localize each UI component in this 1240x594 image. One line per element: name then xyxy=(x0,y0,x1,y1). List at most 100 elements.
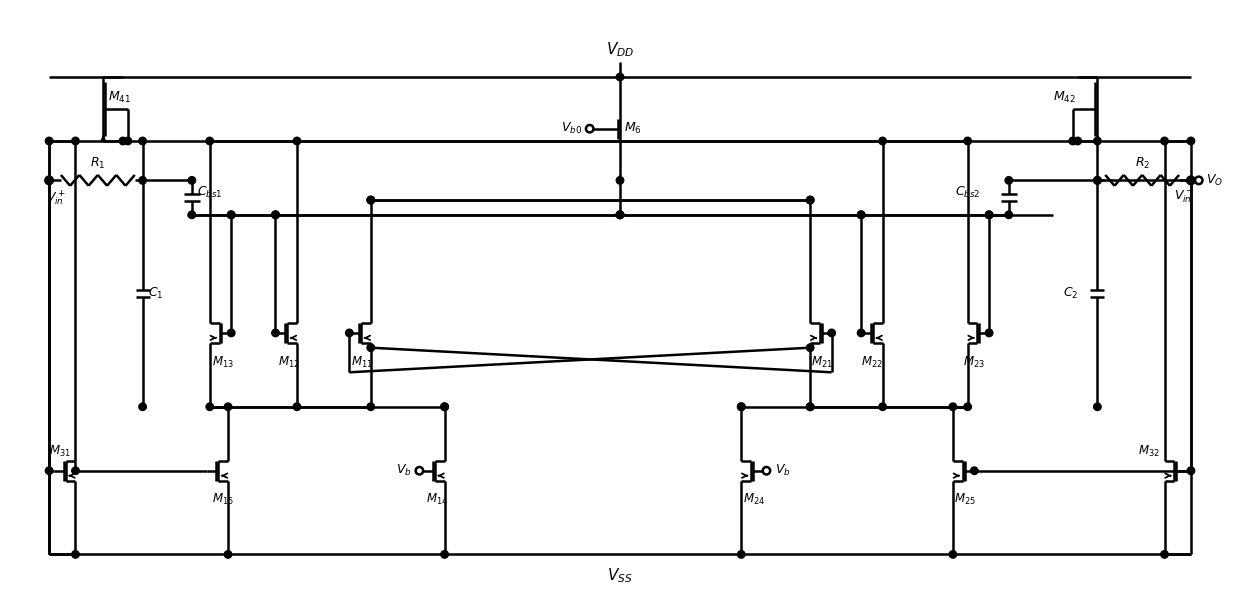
Text: $M_{14}$: $M_{14}$ xyxy=(427,492,448,507)
Text: $C_{bs1}$: $C_{bs1}$ xyxy=(197,185,222,200)
Text: $M_6$: $M_6$ xyxy=(624,121,642,136)
Text: $M_{42}$: $M_{42}$ xyxy=(1053,90,1076,105)
Text: $V_b$: $V_b$ xyxy=(775,463,790,478)
Text: $M_{41}$: $M_{41}$ xyxy=(108,90,131,105)
Circle shape xyxy=(139,137,146,145)
Circle shape xyxy=(188,211,196,219)
Circle shape xyxy=(72,467,79,475)
Text: $C_1$: $C_1$ xyxy=(148,286,162,301)
Circle shape xyxy=(441,551,449,558)
Circle shape xyxy=(206,403,213,410)
Text: $M_{25}$: $M_{25}$ xyxy=(954,492,976,507)
Circle shape xyxy=(46,176,53,184)
Circle shape xyxy=(986,211,993,219)
Circle shape xyxy=(272,211,279,219)
Circle shape xyxy=(949,551,956,558)
Circle shape xyxy=(139,176,146,184)
Circle shape xyxy=(46,467,53,475)
Text: $M_{15}$: $M_{15}$ xyxy=(212,492,233,507)
Circle shape xyxy=(1187,467,1194,475)
Circle shape xyxy=(949,403,956,410)
Circle shape xyxy=(857,329,864,337)
Circle shape xyxy=(806,403,813,410)
Circle shape xyxy=(963,403,971,410)
Circle shape xyxy=(206,137,213,145)
Circle shape xyxy=(272,211,279,219)
Circle shape xyxy=(367,344,374,352)
Text: $V_{in}^-$: $V_{in}^-$ xyxy=(1174,188,1194,205)
Circle shape xyxy=(806,196,813,204)
Circle shape xyxy=(227,329,234,337)
Circle shape xyxy=(1006,176,1013,184)
Circle shape xyxy=(227,211,234,219)
Circle shape xyxy=(293,137,300,145)
Circle shape xyxy=(293,403,300,410)
Text: $M_{13}$: $M_{13}$ xyxy=(212,355,233,369)
Circle shape xyxy=(72,551,79,558)
Text: $C_2$: $C_2$ xyxy=(1063,286,1079,301)
Circle shape xyxy=(828,329,836,337)
Circle shape xyxy=(857,211,864,219)
Text: $V_O$: $V_O$ xyxy=(1205,173,1223,188)
Circle shape xyxy=(879,403,887,410)
Circle shape xyxy=(367,403,374,410)
Text: $V_{in}^+$: $V_{in}^+$ xyxy=(46,188,66,207)
Text: $M_{22}$: $M_{22}$ xyxy=(861,355,883,369)
Text: $R_1$: $R_1$ xyxy=(91,156,105,170)
Text: $V_{DD}$: $V_{DD}$ xyxy=(606,40,634,59)
Circle shape xyxy=(1094,137,1101,145)
Circle shape xyxy=(806,196,813,204)
Circle shape xyxy=(616,176,624,184)
Circle shape xyxy=(441,403,449,410)
Circle shape xyxy=(738,403,745,410)
Circle shape xyxy=(1161,137,1168,145)
Circle shape xyxy=(227,211,234,219)
Circle shape xyxy=(224,551,232,558)
Circle shape xyxy=(124,137,131,145)
Circle shape xyxy=(46,137,53,145)
Circle shape xyxy=(963,137,971,145)
Text: $V_{SS}$: $V_{SS}$ xyxy=(608,566,632,585)
Text: $M_{23}$: $M_{23}$ xyxy=(962,355,985,369)
Circle shape xyxy=(1187,176,1194,184)
Circle shape xyxy=(1069,137,1076,145)
Text: $M_{12}$: $M_{12}$ xyxy=(279,355,300,369)
Circle shape xyxy=(616,73,624,81)
Circle shape xyxy=(1094,176,1101,184)
Circle shape xyxy=(272,329,279,337)
Circle shape xyxy=(224,403,232,410)
Circle shape xyxy=(738,551,745,558)
Circle shape xyxy=(441,403,449,410)
Text: $M_{24}$: $M_{24}$ xyxy=(743,492,765,507)
Text: $C_{bs2}$: $C_{bs2}$ xyxy=(955,185,980,200)
Circle shape xyxy=(616,211,624,219)
Circle shape xyxy=(806,403,813,410)
Circle shape xyxy=(986,329,993,337)
Circle shape xyxy=(1187,137,1194,145)
Circle shape xyxy=(971,467,978,475)
Circle shape xyxy=(738,403,745,410)
Circle shape xyxy=(1094,403,1101,410)
Text: $M_{21}$: $M_{21}$ xyxy=(811,355,833,369)
Circle shape xyxy=(616,211,624,219)
Circle shape xyxy=(986,211,993,219)
Circle shape xyxy=(72,137,79,145)
Circle shape xyxy=(1074,137,1081,145)
Circle shape xyxy=(119,137,126,145)
Circle shape xyxy=(616,211,624,219)
Circle shape xyxy=(188,176,196,184)
Text: $M_{32}$: $M_{32}$ xyxy=(1138,444,1159,459)
Circle shape xyxy=(806,344,813,352)
Circle shape xyxy=(857,211,864,219)
Text: $M_{31}$: $M_{31}$ xyxy=(50,444,71,459)
Text: $V_{b0}$: $V_{b0}$ xyxy=(560,121,582,136)
Circle shape xyxy=(1161,551,1168,558)
Text: $M_{11}$: $M_{11}$ xyxy=(351,355,373,369)
Circle shape xyxy=(139,403,146,410)
Text: $V_b$: $V_b$ xyxy=(396,463,412,478)
Circle shape xyxy=(367,196,374,204)
Circle shape xyxy=(1094,176,1101,184)
Circle shape xyxy=(879,137,887,145)
Circle shape xyxy=(367,196,374,204)
Text: $R_2$: $R_2$ xyxy=(1135,156,1149,170)
